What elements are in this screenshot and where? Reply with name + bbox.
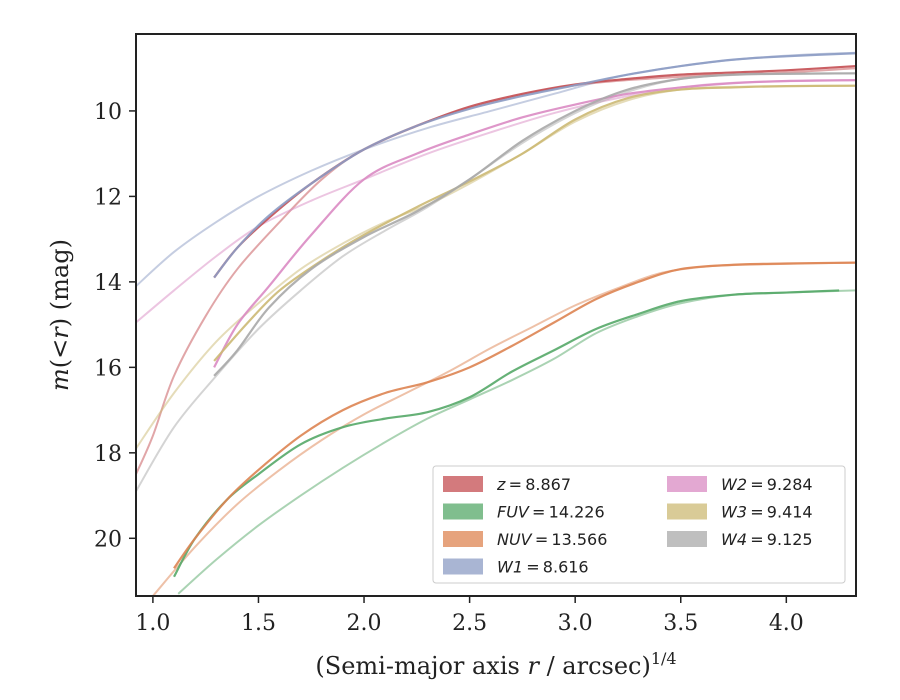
y-axis-label: m(<r) (mag) xyxy=(46,239,74,391)
curve-fuv xyxy=(173,289,840,578)
curve-z-extrapolated xyxy=(136,67,856,475)
y-tick-label: 16 xyxy=(94,356,122,381)
x-axis-label-var: r xyxy=(527,652,540,680)
x-axis-label-exponent: 1/4 xyxy=(651,649,677,668)
plot-frame xyxy=(135,33,857,597)
legend-item-w3: W3 = 9.414 xyxy=(667,503,813,522)
curve-w4-extrapolated xyxy=(136,72,856,492)
x-tick-label: 3.0 xyxy=(558,611,593,636)
y-axis-ticks: 10 12 14 16 18 20 xyxy=(94,100,136,552)
curve-w3-extrapolated xyxy=(136,84,856,450)
legend-swatch xyxy=(667,531,707,547)
y-axis-label-var: m xyxy=(46,368,74,391)
legend-label: W4 = 9.125 xyxy=(721,530,813,549)
curve-w4 xyxy=(213,72,856,377)
x-axis-ticks: 1.0 1.5 2.0 2.5 3.0 3.5 4.0 xyxy=(135,596,804,636)
x-tick-label: 1.0 xyxy=(135,611,170,636)
legend-item-w2: W2 = 9.284 xyxy=(667,475,813,494)
legend-swatch xyxy=(443,503,483,520)
legend-items: z = 8.867 FUV = 14.226 NUV = 13.566 W1 = 8.… xyxy=(443,475,813,577)
legend-swatch xyxy=(667,503,707,520)
curve-w1 xyxy=(213,52,856,279)
y-axis-label-var2: r xyxy=(46,326,74,339)
legend-label: W2 = 9.284 xyxy=(721,475,813,494)
curve-w3 xyxy=(213,84,856,362)
legend-swatch xyxy=(667,476,707,492)
measured-curves-layer xyxy=(173,52,856,578)
legend-item-w1: W1 = 8.616 xyxy=(443,558,589,577)
legend-label: W1 = 8.616 xyxy=(497,558,589,577)
curve-w2-extrapolated xyxy=(136,79,856,324)
legend-item-nuv: NUV = 13.566 xyxy=(443,530,607,549)
legend-item-w4: W4 = 9.125 xyxy=(667,530,813,549)
x-tick-label: 2.0 xyxy=(347,611,382,636)
curve-w2 xyxy=(213,79,856,368)
curve-nuv xyxy=(173,261,856,569)
x-tick-label: 3.5 xyxy=(663,611,698,636)
y-tick-label: 14 xyxy=(94,271,122,296)
x-tick-label: 1.5 xyxy=(241,611,276,636)
y-tick-label: 18 xyxy=(94,442,122,467)
legend-label: W3 = 9.414 xyxy=(721,503,813,522)
y-axis-label-mid: (< xyxy=(46,339,74,368)
x-axis-label-main: (Semi-major axis xyxy=(315,652,527,680)
x-tick-label: 4.0 xyxy=(769,611,804,636)
legend: z = 8.867 FUV = 14.226 NUV = 13.566 W1 = 8.… xyxy=(432,465,846,584)
legend-item-fuv: FUV = 14.226 xyxy=(443,503,605,522)
legend-swatch xyxy=(443,558,483,575)
x-axis-label-rest: / arcsec) xyxy=(539,652,651,680)
legend-label: z = 8.867 xyxy=(496,475,571,494)
legend-swatch xyxy=(443,531,483,547)
x-axis-label: (Semi-major axis r / arcsec)1/4 xyxy=(315,649,676,680)
y-axis-label-end: ) (mag) xyxy=(46,239,74,327)
legend-box xyxy=(432,465,846,584)
curve-z xyxy=(213,64,856,279)
y-tick-label: 12 xyxy=(94,185,122,210)
legend-label: NUV = 13.566 xyxy=(497,530,607,549)
legend-label: FUV = 14.226 xyxy=(497,503,605,522)
y-tick-label: 10 xyxy=(94,100,122,125)
legend-item-z: z = 8.867 xyxy=(443,475,571,494)
legend-swatch xyxy=(443,476,483,492)
x-tick-label: 2.5 xyxy=(452,611,487,636)
y-tick-label: 20 xyxy=(94,527,122,552)
